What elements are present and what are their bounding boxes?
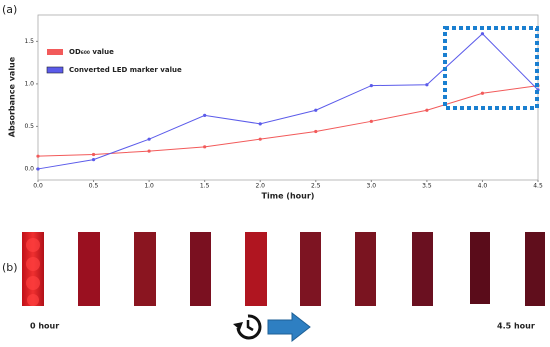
point — [203, 113, 207, 117]
strip — [525, 232, 545, 306]
point — [314, 129, 318, 134]
strip — [412, 232, 433, 306]
legend-swatch — [46, 66, 64, 74]
x-tick-label: 2.0 — [255, 183, 265, 190]
start-label: 0 hour — [30, 322, 59, 331]
strip — [78, 232, 100, 306]
end-label: 4.5 hour — [497, 322, 535, 331]
highlight-box — [443, 26, 539, 110]
well — [26, 257, 40, 271]
panel-label: (a) — [2, 3, 17, 16]
point — [91, 152, 96, 157]
well — [26, 276, 40, 290]
point — [258, 122, 262, 126]
y-tick-label: 0.0 — [24, 165, 34, 172]
point — [203, 145, 207, 149]
plot-frame — [37, 14, 539, 181]
point — [314, 108, 318, 112]
legend-label: Converted LED marker value — [69, 66, 182, 74]
point — [369, 119, 373, 123]
x-tick-label: 2.5 — [311, 183, 321, 190]
point — [147, 149, 151, 153]
strip — [355, 232, 376, 306]
clock-icon — [233, 314, 262, 340]
point — [91, 157, 96, 162]
point — [147, 137, 151, 141]
plot: 0.0 0.5 1.0 1.5 2.0 2.5 3.0 3.5 4.0 4.5 0.0 0.5 1.0 1… — [24, 32, 543, 190]
point — [36, 154, 40, 158]
panel-label: (b) — [2, 261, 18, 274]
x-tick-label: 4.5 — [533, 183, 543, 190]
strip — [134, 232, 156, 306]
x-tick-label: 1.0 — [144, 183, 154, 190]
x-tick-label: 3.0 — [367, 183, 377, 190]
strip-images — [22, 232, 545, 306]
y-tick-label: 0.5 — [24, 123, 34, 130]
strip — [470, 232, 490, 304]
point — [258, 137, 262, 141]
y-axis-label: Absorbance value — [8, 56, 17, 137]
x-tick-label: 1.5 — [200, 183, 210, 190]
point — [425, 108, 429, 112]
point — [36, 167, 40, 171]
strip — [300, 232, 321, 306]
legend-label: OD₆₀₀ value — [69, 48, 114, 56]
x-tick-label: 0.0 — [33, 183, 43, 190]
well — [26, 238, 40, 252]
well — [27, 294, 39, 306]
point — [425, 83, 429, 87]
strip — [245, 232, 267, 306]
x-axis-label: Time (hour) — [262, 192, 315, 201]
point — [480, 32, 485, 36]
x-tick-label: 0.5 — [89, 183, 99, 190]
strip — [190, 232, 211, 306]
x-tick-label: 3.5 — [422, 183, 432, 190]
x-tick-label: 4.0 — [478, 183, 488, 190]
point — [369, 83, 373, 88]
y-tick-label: 1.0 — [24, 80, 34, 87]
legend-swatch — [47, 49, 63, 55]
y-tick-label: 1.5 — [24, 38, 34, 45]
series-line — [37, 85, 539, 157]
point — [480, 91, 485, 95]
series-line — [37, 33, 539, 170]
arrow — [267, 311, 311, 343]
